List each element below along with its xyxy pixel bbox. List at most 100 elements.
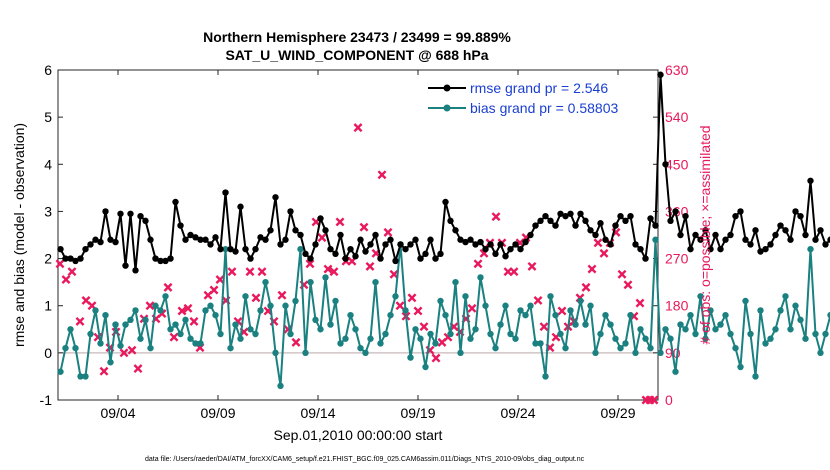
bias-point: [532, 340, 539, 347]
rmse-point: [662, 161, 669, 168]
bias-point: [687, 311, 694, 319]
bias-point: [317, 326, 324, 333]
bias-point: [537, 340, 544, 347]
rmse-point: [737, 208, 744, 215]
rmse-point: [607, 241, 614, 248]
bias-point: [617, 344, 624, 352]
rmse-point: [827, 236, 830, 243]
bias-point: [602, 311, 609, 319]
bias-point: [347, 311, 354, 319]
y-axis-left-label: rmse and bias (model - observation): [11, 123, 27, 347]
rmse-point: [777, 222, 784, 229]
rmse-point: [582, 217, 589, 225]
y-right-tick-label: 630: [665, 62, 689, 78]
rmse-point: [122, 262, 129, 269]
rmse-point: [337, 231, 344, 239]
obs-assimilated-point: [527, 261, 537, 271]
legend-box: [422, 78, 652, 120]
rmse-point: [622, 217, 629, 225]
rmse-point: [137, 212, 144, 220]
bias-point: [747, 330, 754, 338]
rmse-point: [202, 236, 209, 243]
rmse-point: [707, 245, 714, 253]
rmse-point: [487, 241, 494, 248]
bias-point: [282, 302, 289, 309]
rmse-point: [362, 248, 369, 255]
rmse-point: [667, 217, 674, 225]
rmse-point: [817, 227, 824, 234]
bias-point: [742, 297, 749, 305]
chart-title-line1: Northern Hemisphere 23473 / 23499 = 99.8…: [203, 29, 511, 45]
rmse-point: [542, 212, 549, 220]
bias-point: [152, 302, 159, 309]
rmse-point: [547, 217, 554, 225]
obs-assimilated-point: [359, 222, 369, 232]
bias-point: [252, 330, 259, 338]
bias-point: [827, 311, 830, 319]
bias-point: [117, 342, 124, 349]
bias-point: [772, 326, 779, 333]
bias-point: [807, 245, 814, 253]
rmse-point: [377, 255, 384, 262]
obs-assimilated-point: [177, 306, 187, 316]
bias-point: [312, 316, 319, 324]
bias-point: [582, 321, 589, 328]
obs-assimilated-point: [127, 345, 137, 355]
bias-point: [452, 278, 459, 286]
bias-point: [527, 302, 534, 309]
rmse-point: [372, 231, 379, 239]
rmse-point: [557, 210, 564, 217]
rmse-point: [637, 245, 644, 253]
obs-assimilated-point: [75, 316, 85, 326]
bias-point: [412, 326, 419, 333]
rmse-point: [252, 245, 259, 253]
bias-point: [352, 326, 359, 333]
bias-point: [102, 311, 109, 319]
rmse-point: [272, 194, 279, 201]
obs-assimilated-point: [581, 282, 591, 292]
rmse-point: [242, 245, 249, 253]
rmse-point: [492, 250, 499, 258]
rmse-point: [92, 236, 99, 243]
bias-point: [567, 307, 574, 314]
rmse-point: [212, 234, 219, 241]
rmse-point: [677, 231, 684, 239]
obs-assimilated-point: [245, 267, 255, 277]
obs-assimilated-point: [419, 322, 429, 332]
obs-assimilated-point: [145, 301, 155, 311]
rmse-point: [292, 227, 299, 234]
rmse-point: [232, 248, 239, 255]
rmse-point: [57, 245, 64, 253]
obs-assimilated-point: [169, 332, 179, 342]
bias-point: [242, 293, 249, 300]
bias-point: [132, 307, 139, 314]
rmse-point: [277, 241, 284, 248]
bias-point: [712, 326, 719, 333]
y-right-tick-label: 540: [665, 109, 689, 125]
bias-point: [207, 302, 214, 309]
bias-point: [727, 330, 734, 338]
bias-point: [392, 293, 399, 300]
rmse-point: [462, 238, 469, 246]
plot-area: [57, 69, 659, 401]
bias-point: [612, 335, 619, 342]
bias-point: [147, 344, 154, 352]
rmse-point: [452, 227, 459, 234]
bias-point: [267, 302, 274, 309]
rmse-point: [332, 250, 339, 258]
rmse-point: [317, 215, 324, 222]
bias-point: [482, 302, 489, 309]
obs-assimilated-point: [467, 303, 477, 313]
bias-point: [592, 349, 599, 357]
bias-point: [517, 307, 524, 314]
obs-assimilated-point: [539, 322, 549, 332]
rmse-point: [657, 71, 664, 78]
bias-point: [557, 330, 564, 338]
bias-point: [177, 330, 184, 338]
rmse-point: [757, 248, 764, 255]
rmse-point: [172, 198, 179, 206]
bias-point: [407, 354, 414, 361]
bias-point: [632, 349, 639, 357]
bias-point: [297, 245, 304, 253]
